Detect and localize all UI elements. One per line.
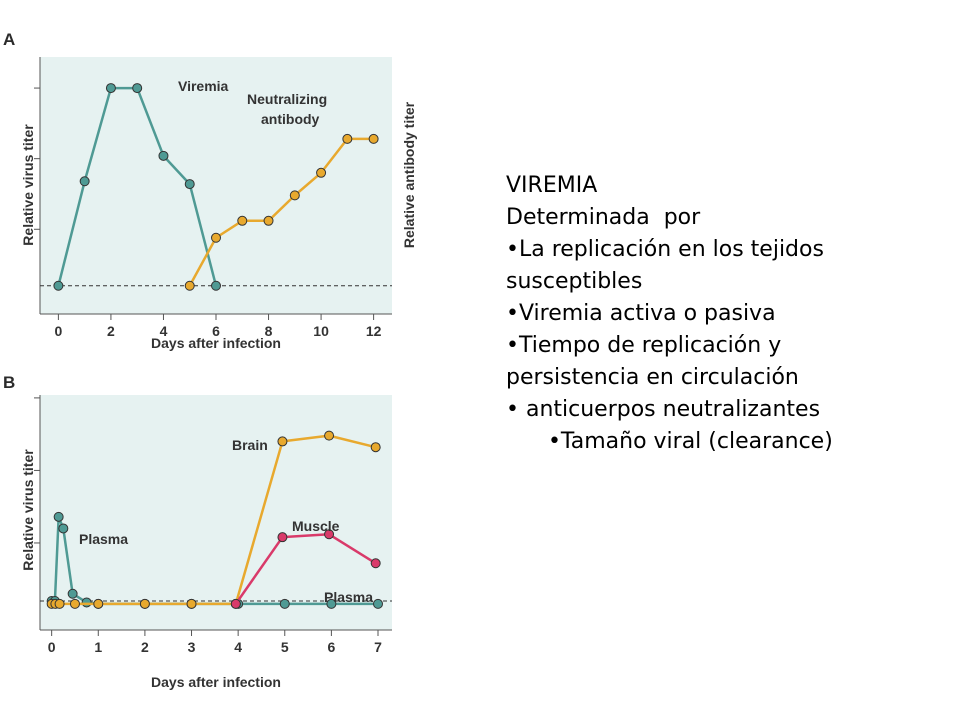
text-bullet: •La replicación en los tejidos [506, 237, 824, 262]
data-point-viremia [53, 280, 64, 291]
panel-a-chart: A 0 2 4 6 8 10 12 Viremia Neutralizing antibod… [3, 30, 417, 351]
x-tick-label: 2 [107, 323, 115, 339]
panel-a-plot-area [40, 57, 392, 314]
data-point-brain [139, 598, 150, 609]
data-point-neutralizing-antibody [211, 232, 221, 243]
data-point-neutralizing-antibody [263, 215, 274, 226]
panel-b-chart: B 0 1 2 3 4 5 6 7 Brain Muscle Plasma Plasma Da… [3, 373, 392, 690]
data-point-plasma [279, 598, 290, 609]
panel-a-right-y-axis-label: Relative antibody titer [401, 101, 417, 248]
data-point-viremia [211, 280, 221, 291]
x-tick-label: 6 [327, 639, 335, 655]
x-tick-label: 0 [48, 639, 56, 655]
data-point-neutralizing-antibody [316, 167, 327, 178]
data-point-plasma [67, 588, 78, 599]
x-tick-label: 7 [374, 639, 382, 655]
data-point-plasma [53, 511, 64, 522]
panel-b-x-axis-label: Days after infection [151, 674, 281, 690]
data-point-muscle [230, 598, 241, 609]
data-point-plasma [58, 523, 69, 534]
series-line-muscle [234, 533, 377, 605]
data-point-viremia [184, 179, 195, 190]
x-tick-label: 8 [265, 323, 273, 339]
neutralizing-antibody-annotation-line1: Neutralizing [247, 91, 327, 107]
x-tick-label: 2 [141, 639, 149, 655]
data-point-muscle [324, 529, 335, 540]
text-bullet: •Tamaño viral (clearance) [506, 429, 833, 454]
x-tick-label: 5 [281, 639, 289, 655]
series-neutralizing-antibody [184, 133, 379, 291]
data-point-plasma [373, 598, 384, 609]
viremia-annotation: Viremia [178, 78, 229, 94]
data-point-viremia [158, 150, 169, 161]
data-point-brain [324, 430, 335, 441]
muscle-annotation: Muscle [292, 518, 340, 534]
data-point-brain [54, 598, 65, 609]
x-tick-label: 10 [313, 323, 329, 339]
x-tick-label: 4 [160, 323, 168, 339]
data-point-neutralizing-antibody [289, 190, 300, 201]
text-bullet: • anticuerpos neutralizantes [506, 397, 821, 422]
text-bullet: •Viremia activa o pasiva [506, 301, 776, 326]
data-point-neutralizing-antibody [237, 215, 248, 226]
data-point-brain [69, 598, 80, 609]
x-tick-label: 6 [212, 323, 220, 339]
data-point-neutralizing-antibody [342, 133, 353, 144]
data-point-brain [370, 442, 381, 453]
brain-annotation: Brain [232, 437, 268, 453]
series-muscle [230, 529, 381, 609]
series-line-neutralizing-antibody [188, 137, 374, 287]
text-line: susceptibles [506, 269, 643, 294]
data-point-plasma [326, 598, 337, 609]
data-point-brain [93, 598, 104, 609]
data-point-muscle [277, 532, 288, 543]
data-point-neutralizing-antibody [368, 133, 379, 144]
text-line: persistencia en circulación [506, 365, 799, 390]
data-point-brain [186, 598, 197, 609]
viremia-text-block: VIREMIA Determinada por •La replicación … [506, 170, 946, 458]
panel-b-y-axis-label: Relative virus titer [20, 449, 36, 571]
data-point-neutralizing-antibody [184, 280, 195, 291]
data-point-viremia [105, 83, 116, 94]
neutralizing-antibody-annotation-line2: antibody [261, 111, 320, 127]
panel-a-x-axis-label: Days after infection [151, 335, 281, 351]
data-point-plasma [81, 597, 92, 608]
x-tick-label: 4 [234, 639, 242, 655]
data-point-brain [277, 436, 288, 447]
x-tick-label: 3 [188, 639, 196, 655]
x-tick-label: 1 [94, 639, 102, 655]
panel-a-letter: A [3, 30, 15, 49]
text-title: VIREMIA [506, 173, 598, 198]
text-bullet: •Tiempo de replicación y [506, 333, 782, 358]
text-line: Determinada por [506, 205, 701, 230]
plasma-annotation-late: Plasma [324, 589, 373, 605]
data-point-viremia [79, 176, 90, 187]
plasma-annotation-early: Plasma [79, 531, 128, 547]
x-tick-label: 12 [366, 323, 382, 339]
data-point-viremia [132, 83, 143, 94]
panel-b-letter: B [3, 373, 15, 392]
panel-a-y-axis-label: Relative virus titer [20, 124, 36, 246]
data-point-muscle [370, 558, 381, 569]
series-viremia [53, 83, 221, 291]
x-tick-label: 0 [54, 323, 62, 339]
